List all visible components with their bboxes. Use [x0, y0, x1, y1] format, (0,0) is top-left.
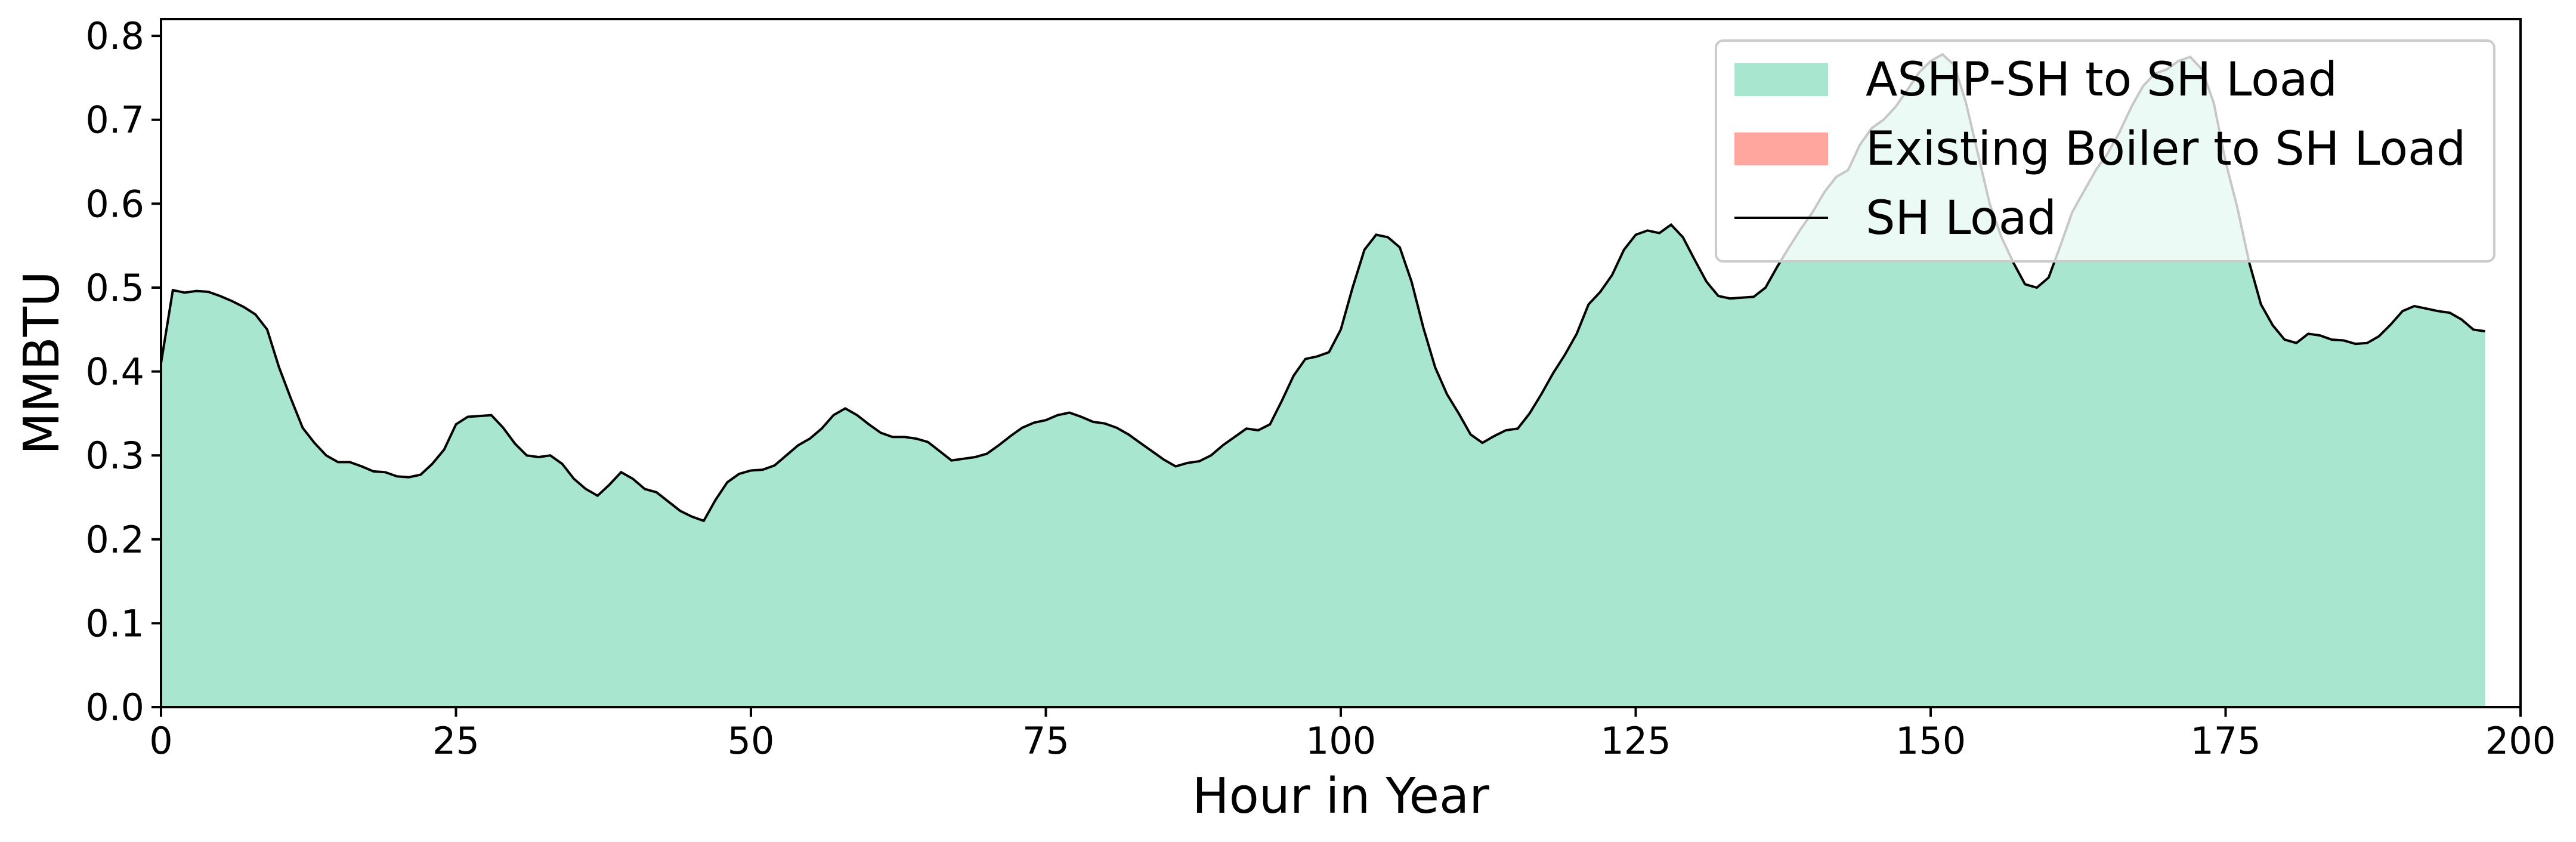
x-tick-label: 125: [1600, 719, 1671, 763]
y-tick-label: 0.7: [85, 98, 144, 142]
y-tick-label: 0.4: [85, 350, 144, 394]
x-tick-label: 150: [1895, 719, 1966, 763]
x-tick-label: 75: [1022, 719, 1069, 763]
y-tick-label: 0.0: [85, 686, 144, 729]
legend-label-shload: SH Load: [1866, 192, 2057, 245]
y-axis-title: MMBTU: [14, 271, 70, 455]
x-axis-title: Hour in Year: [1192, 768, 1489, 825]
x-tick-label: 25: [432, 719, 480, 763]
legend: ASHP-SH to SH Load Existing Boiler to SH…: [1715, 39, 2495, 263]
y-tick-label: 0.1: [85, 602, 144, 645]
x-tick-label: 100: [1306, 719, 1376, 763]
x-tick-label: 175: [2190, 719, 2260, 763]
legend-swatch-ashp: [1734, 63, 1828, 96]
x-tick-label: 200: [2485, 719, 2556, 763]
y-tick-label: 0.6: [85, 182, 144, 226]
x-tick-label: 0: [149, 719, 172, 763]
legend-box: [1715, 39, 2495, 263]
legend-label-ashp: ASHP-SH to SH Load: [1866, 53, 2337, 107]
x-axis: 0 25 50 75 100 125 150 175 200: [149, 707, 2556, 763]
legend-swatch-boiler: [1734, 132, 1828, 165]
y-tick-label: 0.3: [85, 434, 144, 477]
y-tick-label: 0.2: [85, 518, 144, 562]
x-tick-label: 50: [728, 719, 775, 763]
y-axis: 0.0 0.1 0.2 0.3 0.4 0.5 0.6 0.7 0.8: [85, 14, 161, 729]
y-tick-label: 0.5: [85, 266, 144, 310]
y-tick-label: 0.8: [85, 14, 144, 58]
legend-label-boiler: Existing Boiler to SH Load: [1866, 122, 2466, 176]
